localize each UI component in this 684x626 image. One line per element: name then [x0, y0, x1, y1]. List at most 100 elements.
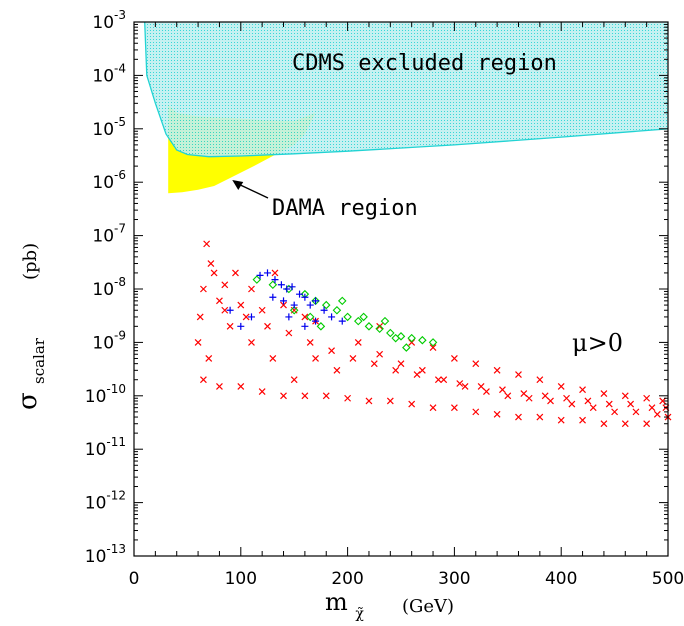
point-0-44 — [280, 392, 287, 400]
y-tick-label-6: 10-9 — [92, 328, 126, 353]
point-1-0 — [252, 275, 262, 284]
point-0-31 — [504, 392, 512, 400]
point-0-60 — [621, 420, 629, 428]
axes-layer: 0 100 200 300 400 500 10-3 10-4 10-5 10-6 10-7 10-8… — [85, 8, 684, 589]
point-0-40 — [199, 376, 207, 384]
y-tick-label-4: 10-7 — [92, 222, 126, 247]
point-2-18 — [226, 306, 234, 314]
point-0-82 — [648, 404, 656, 412]
point-2-13 — [269, 293, 277, 301]
point-0-88 — [472, 360, 480, 368]
point-1-15 — [428, 338, 438, 347]
point-0-66 — [306, 338, 314, 346]
point-0-36 — [611, 408, 619, 416]
point-1-6 — [332, 305, 342, 315]
point-0-38 — [653, 410, 661, 418]
point-0-80 — [605, 400, 613, 408]
point-0-29 — [461, 382, 469, 390]
cdms-boundary-line — [144, 21, 669, 158]
point-0-79 — [584, 397, 592, 405]
point-2-8 — [306, 301, 314, 309]
point-0-57 — [557, 416, 565, 424]
x-tick-label-5: 500 — [652, 569, 684, 589]
y-axis-unit: (pb) — [20, 243, 41, 280]
point-0-69 — [370, 360, 378, 368]
x-tick-label-3: 300 — [438, 569, 470, 589]
point-2-1 — [264, 269, 271, 277]
point-0-22 — [312, 355, 319, 362]
point-0-91 — [536, 376, 544, 384]
point-0-71 — [413, 371, 421, 378]
point-0-3 — [221, 281, 229, 289]
point-0-61 — [643, 420, 651, 428]
point-0-37 — [632, 408, 640, 416]
point-0-0 — [203, 240, 211, 248]
point-2-20 — [247, 313, 255, 321]
point-0-78 — [563, 394, 570, 402]
cdms-region-label: CDMS excluded region — [292, 51, 557, 76]
point-0-96 — [643, 394, 651, 402]
regions-layer — [144, 21, 669, 194]
point-0-76 — [520, 390, 528, 398]
point-0-95 — [621, 392, 629, 400]
point-0-42 — [237, 382, 245, 390]
point-0-20 — [269, 355, 277, 362]
point-0-84 — [376, 322, 384, 330]
point-0-30 — [483, 388, 490, 395]
point-0-6 — [271, 269, 279, 277]
point-0-41 — [216, 382, 223, 390]
point-0-13 — [301, 313, 309, 321]
point-1-1 — [268, 280, 278, 290]
point-0-43 — [258, 388, 266, 395]
point-1-5 — [321, 300, 331, 310]
point-0-86 — [429, 344, 437, 351]
point-1-20 — [359, 312, 368, 322]
point-1-23 — [402, 343, 411, 352]
point-0-34 — [568, 400, 576, 408]
x-axis-main-symbol: m — [325, 588, 348, 616]
point-0-52 — [450, 404, 458, 412]
point-0-24 — [354, 338, 362, 346]
point-0-47 — [344, 394, 352, 402]
point-1-13 — [407, 333, 416, 343]
point-0-74 — [477, 382, 485, 390]
point-2-6 — [296, 290, 304, 298]
point-0-46 — [322, 392, 330, 400]
point-0-62 — [221, 306, 229, 314]
point-1-8 — [354, 316, 363, 326]
x-axis-subscript: χ̃ — [355, 606, 364, 622]
point-1-22 — [391, 333, 400, 343]
point-1-21 — [380, 316, 390, 326]
point-2-21 — [285, 313, 293, 321]
point-0-75 — [499, 386, 506, 394]
point-0-53 — [472, 408, 480, 416]
point-0-17 — [205, 355, 213, 362]
point-0-1 — [207, 260, 215, 267]
point-2-2 — [271, 276, 279, 284]
x-axis-title-main: m χ̃ — [325, 588, 364, 622]
dama-arrow-head — [232, 179, 244, 190]
y-tick-label-10: 10-13 — [85, 542, 126, 567]
x-axis-unit: (GeV) — [402, 596, 454, 617]
point-0-92 — [557, 382, 565, 390]
point-0-50 — [408, 400, 416, 408]
y-tick-label-3: 10-6 — [92, 168, 126, 193]
y-tick-label-1: 10-4 — [92, 61, 126, 86]
point-2-5 — [288, 283, 296, 291]
point-2-10 — [320, 306, 328, 314]
point-0-33 — [547, 397, 554, 405]
points-layer — [194, 240, 672, 428]
point-0-5 — [248, 285, 255, 293]
x-tick-label-2: 200 — [331, 569, 363, 589]
point-0-70 — [392, 366, 400, 374]
point-0-27 — [418, 366, 426, 374]
point-0-11 — [258, 306, 266, 314]
point-0-56 — [536, 413, 544, 421]
y-axis-main-symbol: σ — [13, 392, 43, 410]
point-1-10 — [375, 324, 384, 334]
y-axis-title-main: σ scalar — [13, 337, 48, 410]
mu-condition-label: μ>0 — [572, 329, 623, 357]
point-0-28 — [440, 376, 448, 384]
point-1-11 — [386, 328, 395, 338]
point-0-9 — [216, 297, 223, 305]
